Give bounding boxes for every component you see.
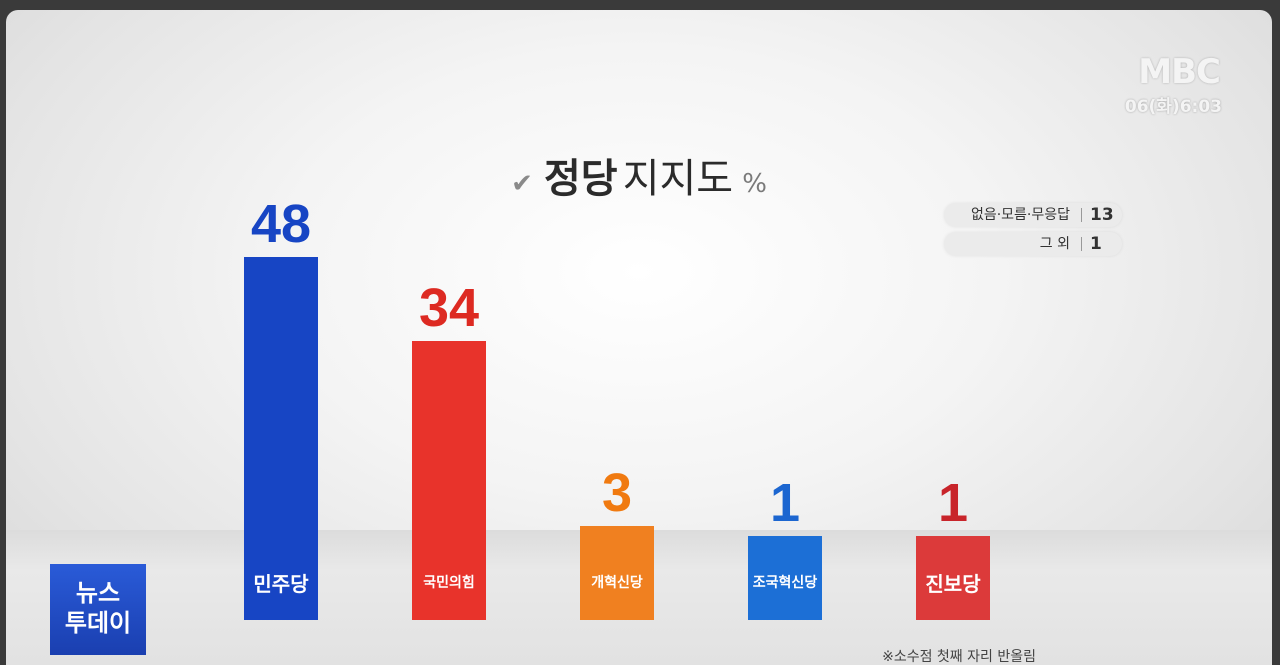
value-label-4: 1: [769, 473, 801, 533]
legend-divider: [1081, 237, 1082, 251]
bar-1: [244, 257, 318, 544]
legend-divider: [1081, 208, 1082, 222]
title-unit: %: [742, 169, 767, 199]
value-label-2: 34: [418, 278, 480, 339]
legend-label: 그 외: [1039, 236, 1070, 252]
broadcast-time: 06(화)6:03: [1124, 97, 1222, 117]
legend-value: 1: [1090, 234, 1102, 254]
checkmark-icon: ✔: [511, 169, 533, 199]
program-bug-line2: 투데이: [64, 609, 132, 637]
title-bold: 정당: [543, 156, 618, 202]
legend-label: 없음·모름·무응답: [970, 207, 1070, 223]
value-label-5: 1: [937, 473, 969, 533]
category-label-4: 조국혁신당: [748, 544, 822, 620]
legend-value: 13: [1090, 205, 1114, 225]
chart-title: ✔ 정당 지지도 %: [6, 146, 1272, 204]
chart-panel: MBC 06(화)6:03 ✔ 정당 지지도 % 없음·모름·무응답 13 그 …: [6, 10, 1272, 665]
program-bug: 뉴스 투데이: [50, 564, 146, 655]
legend-no-answer: 없음·모름·무응답 13: [944, 203, 1122, 227]
bar-3: [580, 526, 654, 544]
program-bug-line1: 뉴스: [75, 579, 121, 607]
mbc-logo: MBC: [1138, 52, 1221, 92]
value-label-3: 3: [601, 463, 633, 524]
category-label-1: 민주당: [244, 544, 318, 620]
category-label-2: 국민의힘: [412, 544, 486, 620]
value-label-1: 48: [250, 194, 312, 255]
title-light: 지지도: [622, 156, 734, 202]
footnote: ※소수점 첫째 자리 반올림: [882, 649, 1036, 665]
bar-4: [748, 536, 822, 544]
category-label-5: 진보당: [916, 544, 990, 620]
bar-5: [916, 536, 990, 544]
category-label-3: 개혁신당: [580, 544, 654, 620]
legend-others: 그 외 1: [944, 232, 1122, 256]
bar-2: [412, 341, 486, 544]
